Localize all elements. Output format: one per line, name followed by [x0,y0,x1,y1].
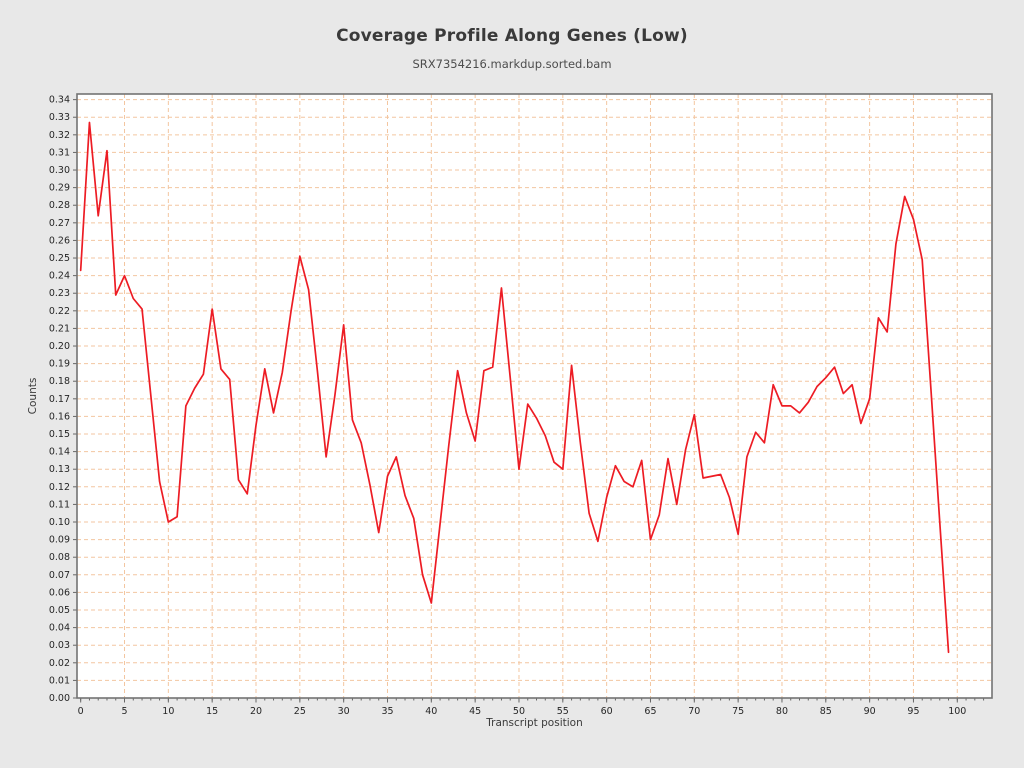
y-axis-tick-label: 0.19 [49,359,70,370]
y-axis-tick-label: 0.08 [49,552,70,563]
y-axis-tick-label: 0.09 [49,535,70,546]
x-axis-tick-label: 70 [688,706,700,717]
y-axis-tick-label: 0.17 [49,394,70,405]
y-axis-tick-label: 0.31 [49,147,70,158]
y-axis-tick-label: 0.26 [49,235,70,246]
y-axis-tick-label: 0.27 [49,218,70,229]
y-axis-tick-label: 0.01 [49,675,70,686]
y-axis-tick-label: 0.12 [49,482,70,493]
x-axis-tick-label: 95 [907,706,919,717]
y-axis-tick-label: 0.16 [49,411,70,422]
y-axis-tick-label: 0.23 [49,288,70,299]
x-axis-label: Transcript position [486,717,583,729]
y-axis-tick-label: 0.15 [49,429,70,440]
y-axis-tick-label: 0.28 [49,200,70,211]
x-axis-tick-label: 40 [425,706,437,717]
x-axis-tick-label: 60 [601,706,613,717]
y-axis-tick-label: 0.18 [49,376,70,387]
x-axis-tick-label: 85 [820,706,832,717]
y-axis-tick-label: 0.20 [49,341,70,352]
x-axis-tick-label: 25 [294,706,306,717]
y-axis-tick-label: 0.29 [49,183,70,194]
y-axis-tick-label: 0.07 [49,570,70,581]
x-axis-tick-label: 45 [469,706,481,717]
x-axis-tick-label: 30 [338,706,350,717]
x-axis-tick-label: 35 [381,706,393,717]
x-axis-tick-label: 15 [206,706,218,717]
x-axis-tick-label: 50 [513,706,525,717]
y-axis-tick-label: 0.25 [49,253,70,264]
y-axis-tick-label: 0.02 [49,658,70,669]
x-axis-tick-label: 0 [78,706,84,717]
y-axis-tick-label: 0.05 [49,605,70,616]
x-axis-tick-label: 80 [776,706,788,717]
x-axis-tick-label: 75 [732,706,744,717]
y-axis-tick-label: 0.06 [49,587,70,598]
plot-border [76,93,993,699]
y-axis-tick-label: 0.22 [49,306,70,317]
y-axis-tick-label: 0.03 [49,640,70,651]
y-axis-tick-label: 0.30 [49,165,70,176]
x-axis-tick-label: 5 [121,706,127,717]
x-axis-tick-label: 20 [250,706,262,717]
y-axis-tick-label: 0.10 [49,517,70,528]
y-axis-tick-label: 0.34 [49,95,70,106]
y-axis-tick-label: 0.32 [49,130,70,141]
y-axis-tick-label: 0.24 [49,271,70,282]
plot-background [77,94,992,698]
y-axis-tick-label: 0.14 [49,447,70,458]
y-axis-tick-label: 0.04 [49,623,70,634]
y-axis-tick-label: 0.00 [49,693,70,704]
y-axis-tick-label: 0.21 [49,323,70,334]
x-axis-tick-label: 65 [644,706,656,717]
coverage-line [79,121,950,654]
chart-subtitle: SRX7354216.markdup.sorted.bam [412,57,612,71]
y-axis-tick-label: 0.13 [49,464,70,475]
x-axis-tick-label: 90 [864,706,876,717]
chart-title: Coverage Profile Along Genes (Low) [336,26,688,46]
y-axis-tick-label: 0.11 [49,499,70,510]
x-axis-tick-label: 100 [948,706,966,717]
y-axis-tick-label: 0.33 [49,112,70,123]
x-axis-tick-label: 55 [557,706,569,717]
x-axis-tick-label: 10 [162,706,174,717]
